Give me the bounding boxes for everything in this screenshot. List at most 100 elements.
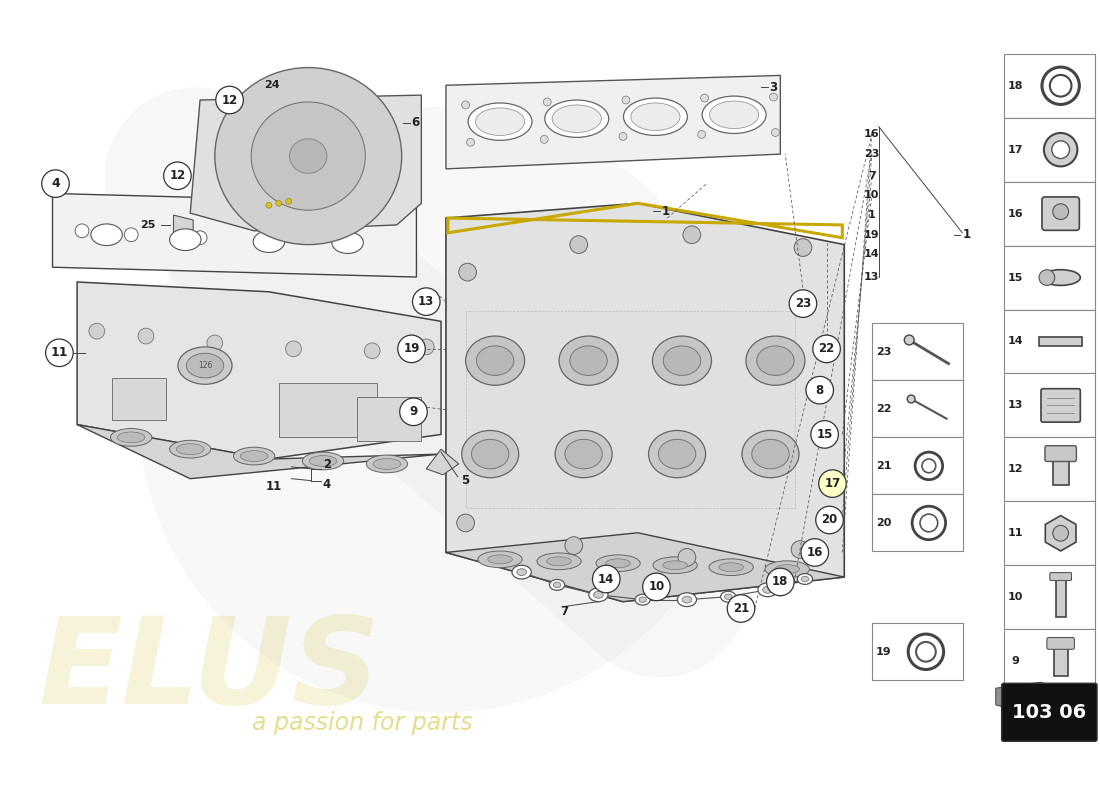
Circle shape bbox=[678, 549, 696, 566]
Ellipse shape bbox=[169, 440, 211, 458]
Circle shape bbox=[456, 514, 474, 532]
Text: 14: 14 bbox=[864, 250, 880, 259]
Circle shape bbox=[286, 341, 301, 357]
Bar bbox=[1003, 438, 1096, 502]
Circle shape bbox=[801, 538, 828, 566]
Text: 15: 15 bbox=[816, 428, 833, 441]
Ellipse shape bbox=[332, 232, 363, 254]
Text: 2: 2 bbox=[323, 458, 331, 471]
Ellipse shape bbox=[710, 101, 759, 129]
Ellipse shape bbox=[652, 336, 712, 386]
Circle shape bbox=[267, 233, 280, 246]
FancyBboxPatch shape bbox=[1002, 683, 1097, 742]
Text: 8: 8 bbox=[815, 384, 824, 397]
Circle shape bbox=[540, 135, 548, 143]
Circle shape bbox=[767, 568, 794, 596]
Ellipse shape bbox=[186, 354, 223, 378]
Ellipse shape bbox=[462, 430, 519, 478]
Polygon shape bbox=[446, 75, 780, 169]
Circle shape bbox=[683, 226, 701, 244]
Circle shape bbox=[771, 129, 780, 137]
Ellipse shape bbox=[719, 562, 744, 572]
Text: 22: 22 bbox=[818, 342, 835, 355]
Polygon shape bbox=[446, 203, 845, 602]
Text: 1: 1 bbox=[661, 205, 669, 218]
Ellipse shape bbox=[512, 566, 531, 579]
Circle shape bbox=[276, 200, 282, 206]
Ellipse shape bbox=[758, 583, 778, 597]
Ellipse shape bbox=[552, 105, 602, 133]
Circle shape bbox=[399, 398, 427, 426]
Text: 11: 11 bbox=[51, 346, 68, 359]
Circle shape bbox=[806, 376, 834, 404]
Circle shape bbox=[216, 86, 243, 114]
Ellipse shape bbox=[178, 347, 232, 384]
FancyBboxPatch shape bbox=[1041, 389, 1080, 422]
Ellipse shape bbox=[537, 553, 581, 570]
Text: 21: 21 bbox=[733, 602, 749, 615]
Circle shape bbox=[813, 335, 840, 362]
Bar bbox=[465, 311, 795, 508]
Text: 19: 19 bbox=[864, 230, 880, 240]
Ellipse shape bbox=[176, 444, 204, 454]
Circle shape bbox=[466, 138, 474, 146]
Ellipse shape bbox=[702, 96, 766, 134]
Bar bbox=[872, 494, 964, 551]
Ellipse shape bbox=[630, 103, 680, 130]
Circle shape bbox=[1040, 270, 1055, 286]
Text: 20: 20 bbox=[876, 518, 891, 528]
Text: 22: 22 bbox=[876, 404, 891, 414]
FancyBboxPatch shape bbox=[1047, 638, 1075, 650]
Ellipse shape bbox=[550, 579, 564, 590]
Bar bbox=[872, 380, 964, 438]
Text: 21: 21 bbox=[876, 461, 891, 471]
FancyBboxPatch shape bbox=[1049, 573, 1071, 581]
Circle shape bbox=[619, 133, 627, 140]
Bar bbox=[278, 383, 377, 438]
Text: 11: 11 bbox=[1008, 528, 1023, 538]
Text: 14: 14 bbox=[598, 573, 615, 586]
Text: 17: 17 bbox=[824, 477, 840, 490]
Ellipse shape bbox=[682, 596, 692, 603]
Text: 1: 1 bbox=[964, 228, 971, 242]
Circle shape bbox=[266, 202, 272, 208]
Circle shape bbox=[89, 323, 104, 339]
Text: 10: 10 bbox=[648, 580, 664, 594]
Polygon shape bbox=[190, 95, 421, 231]
Ellipse shape bbox=[565, 439, 603, 469]
FancyArrowPatch shape bbox=[196, 178, 659, 587]
Text: 13: 13 bbox=[865, 272, 880, 282]
Circle shape bbox=[904, 335, 914, 345]
Text: 126: 126 bbox=[198, 361, 212, 370]
Text: 19: 19 bbox=[876, 646, 891, 657]
Bar bbox=[872, 323, 964, 380]
Ellipse shape bbox=[742, 430, 799, 478]
Polygon shape bbox=[53, 194, 417, 277]
Circle shape bbox=[459, 263, 476, 281]
FancyBboxPatch shape bbox=[1045, 446, 1077, 462]
Ellipse shape bbox=[465, 336, 525, 386]
Circle shape bbox=[593, 566, 620, 593]
Bar bbox=[1003, 182, 1096, 246]
Ellipse shape bbox=[635, 594, 650, 605]
Polygon shape bbox=[77, 282, 441, 459]
Text: 6: 6 bbox=[411, 116, 419, 129]
Text: 16: 16 bbox=[1008, 209, 1023, 218]
Polygon shape bbox=[1045, 515, 1076, 551]
Text: 16: 16 bbox=[864, 130, 880, 139]
Ellipse shape bbox=[746, 336, 805, 386]
Ellipse shape bbox=[659, 439, 696, 469]
Text: 12: 12 bbox=[221, 94, 238, 106]
Text: 15: 15 bbox=[1008, 273, 1023, 282]
Circle shape bbox=[336, 234, 350, 247]
Polygon shape bbox=[996, 682, 1063, 718]
Polygon shape bbox=[77, 425, 441, 478]
Ellipse shape bbox=[798, 574, 813, 585]
Circle shape bbox=[412, 288, 440, 315]
Text: 12: 12 bbox=[169, 170, 186, 182]
Text: 23: 23 bbox=[876, 347, 891, 357]
Circle shape bbox=[811, 421, 838, 448]
Circle shape bbox=[164, 162, 191, 190]
Text: 23: 23 bbox=[795, 297, 811, 310]
Text: 25: 25 bbox=[140, 220, 155, 230]
